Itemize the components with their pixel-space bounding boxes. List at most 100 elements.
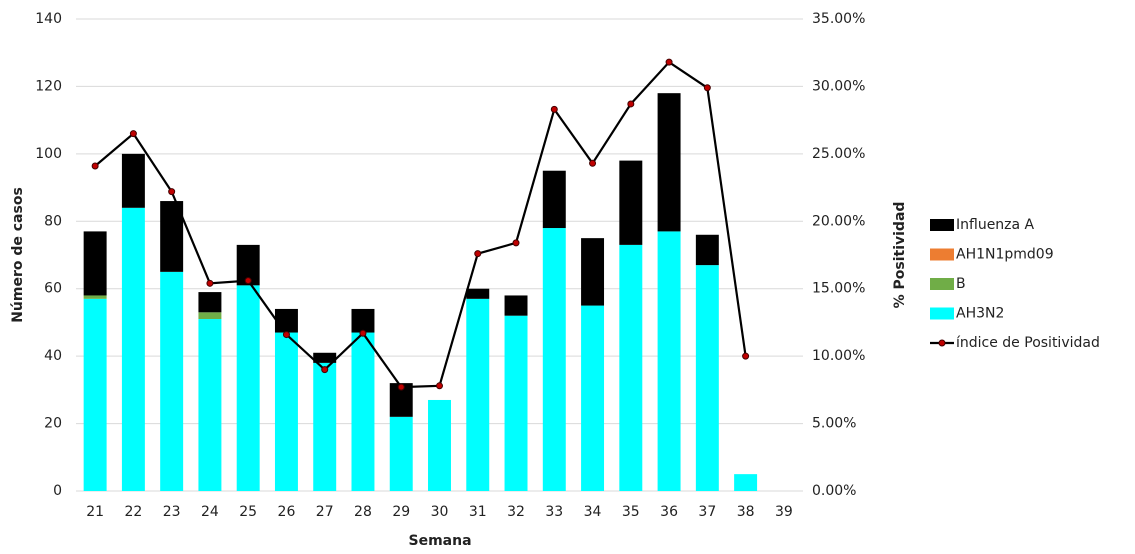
legend-marker (938, 339, 946, 347)
bar-segment (619, 160, 643, 245)
bar-segment (236, 244, 260, 286)
y-tick-label: 80 (44, 213, 62, 229)
x-tick-label: 37 (698, 504, 716, 520)
bar-segment (734, 474, 758, 491)
line-marker (321, 366, 329, 374)
y-tick-label: 120 (35, 78, 62, 94)
bar-segment (313, 352, 337, 363)
y-tick-label: 100 (35, 146, 62, 162)
bar-segment (351, 332, 375, 491)
line-marker (282, 331, 290, 339)
y-tick-label: 0 (53, 483, 62, 499)
line-marker (206, 279, 214, 287)
bar-segment (389, 416, 413, 491)
line-marker (436, 382, 443, 390)
bar-segment (657, 93, 681, 232)
y-tick-label: 60 (44, 281, 62, 297)
line-marker (550, 105, 558, 113)
bar-segment (274, 332, 298, 491)
bar-segment (83, 295, 107, 299)
y2-axis-label: % Positividad (892, 202, 908, 309)
bar-segment (198, 319, 222, 491)
bar-segment (313, 362, 337, 491)
y-tick-label: 140 (35, 11, 62, 27)
x-tick-label: 36 (660, 504, 678, 520)
y2-tick-label: 15.00% (812, 281, 865, 297)
bar-segment (695, 234, 719, 266)
legend-label: AH1N1pmd09 (956, 247, 1054, 263)
line-marker (703, 84, 711, 92)
legend-swatch (930, 307, 954, 320)
legend-label: índice de Positividad (956, 335, 1100, 351)
bar-segment (542, 228, 566, 491)
legend-swatch (930, 219, 954, 231)
x-tick-label: 39 (775, 504, 793, 520)
line-marker (397, 383, 405, 391)
y2-tick-label: 0.00% (812, 483, 856, 499)
x-tick-label: 35 (622, 504, 640, 520)
bar-segment (619, 244, 643, 491)
x-axis-label: Semana (408, 533, 471, 549)
bar-segment (83, 231, 107, 296)
y-axis-label: Número de casos (10, 187, 26, 323)
y2-tick-label: 5.00% (812, 416, 856, 432)
x-tick-label: 27 (316, 504, 334, 520)
x-tick-label: 21 (86, 504, 104, 520)
y2-tick-label: 35.00% (812, 11, 865, 27)
legend-swatch (930, 278, 954, 290)
x-tick-label: 24 (201, 504, 219, 520)
x-tick-label: 22 (124, 504, 142, 520)
x-tick-label: 25 (239, 504, 257, 520)
line-marker (742, 352, 750, 360)
bar-segment (657, 231, 681, 491)
legend-label: AH3N2 (956, 306, 1004, 322)
y-tick-label: 20 (44, 416, 62, 432)
bar-segment (121, 207, 145, 492)
legend-swatch (930, 248, 954, 261)
legend-label: Influenza A (956, 217, 1035, 233)
line-marker (168, 188, 176, 196)
bar-segment (274, 308, 298, 333)
bar-segment (160, 201, 184, 272)
bar-segment (466, 298, 490, 491)
bar-segment (695, 265, 719, 491)
bar-segment (198, 292, 222, 313)
y2-tick-label: 20.00% (812, 213, 865, 229)
x-tick-label: 29 (392, 504, 410, 520)
x-tick-label: 28 (354, 504, 372, 520)
x-tick-label: 31 (469, 504, 487, 520)
x-tick-label: 33 (545, 504, 563, 520)
line-marker (359, 329, 367, 337)
bar-segment (236, 285, 260, 491)
x-tick-label: 26 (278, 504, 296, 520)
x-tick-label: 38 (737, 504, 755, 520)
bar-segment (504, 315, 528, 491)
x-tick-label: 23 (163, 504, 181, 520)
x-tick-label: 30 (431, 504, 449, 520)
line-marker (627, 100, 635, 108)
y2-tick-label: 25.00% (812, 146, 865, 162)
bar-segment (504, 295, 528, 316)
bar-segment (542, 170, 566, 229)
line-marker (589, 159, 597, 167)
bar-segment (581, 305, 605, 491)
bar-segment (83, 298, 107, 491)
bar-segment (351, 308, 375, 333)
line-marker (244, 277, 252, 285)
line-marker (512, 239, 520, 247)
bar-segment (581, 238, 605, 306)
line-marker (665, 58, 673, 66)
bar-segment (160, 271, 184, 491)
x-tick-label: 34 (584, 504, 602, 520)
y2-tick-label: 30.00% (812, 78, 865, 94)
bar-segment (389, 383, 413, 417)
bar-segment (466, 288, 490, 299)
legend-label: B (956, 276, 966, 292)
y-tick-label: 40 (44, 348, 62, 364)
x-tick-label: 32 (507, 504, 525, 520)
y2-tick-label: 10.00% (812, 348, 865, 364)
line-marker (91, 162, 99, 170)
line (94, 60, 747, 389)
bar-segment (198, 312, 222, 320)
